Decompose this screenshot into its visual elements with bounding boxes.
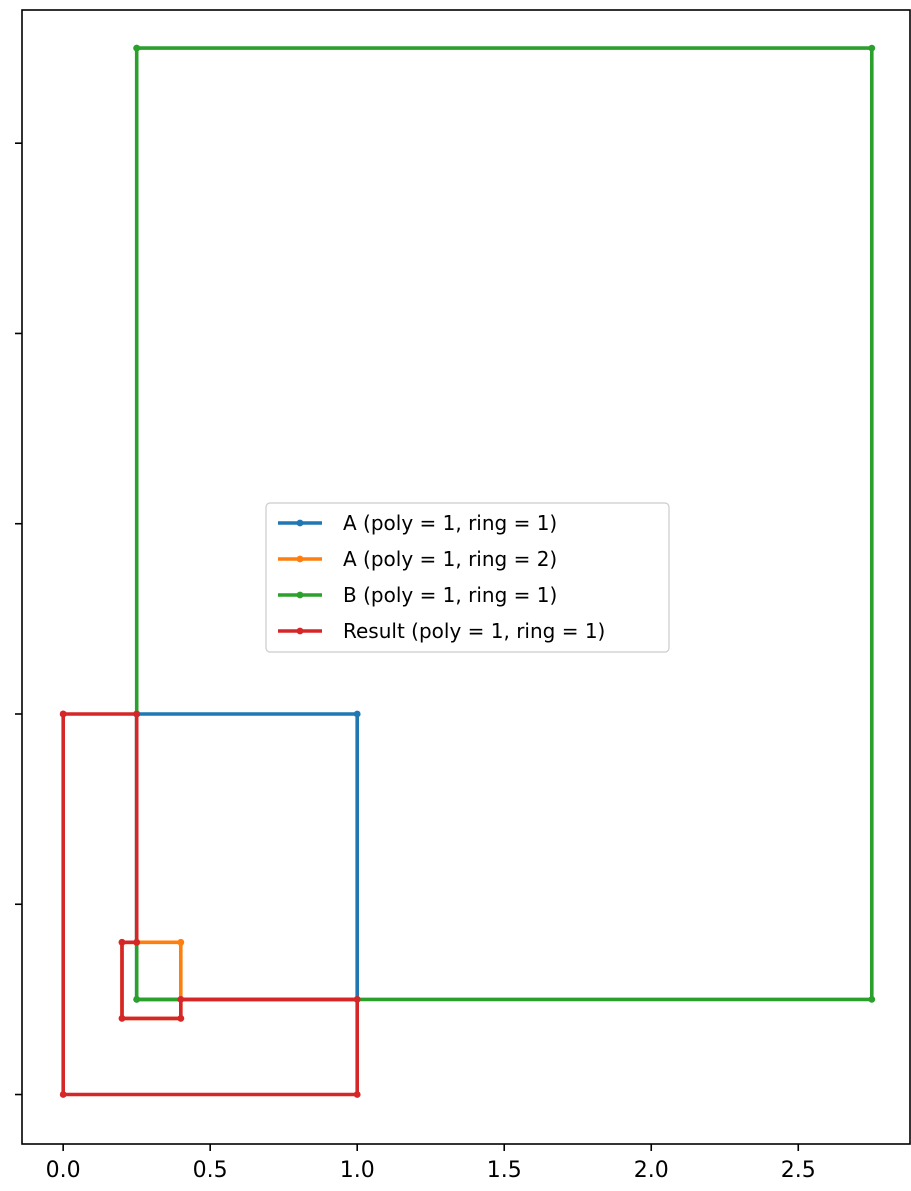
series-layer bbox=[59, 44, 876, 1098]
legend-label-4: Result (poly = 1, ring = 1) bbox=[343, 619, 605, 643]
series-4-point-7 bbox=[177, 996, 185, 1003]
legend: A (poly = 1, ring = 1) A (poly = 1, ring … bbox=[265, 502, 670, 653]
x-tick-label-4: 1.5 bbox=[487, 1158, 522, 1183]
x-tick-label-5: 2.0 bbox=[634, 1158, 669, 1183]
legend-marker-3 bbox=[296, 591, 304, 599]
x-tick-label-1: 0.0 bbox=[46, 1158, 81, 1183]
legend-label-1: A (poly = 1, ring = 1) bbox=[343, 511, 557, 535]
legend-box bbox=[265, 502, 670, 653]
series-4-point-2 bbox=[133, 710, 141, 718]
ticks-layer: 0.0 0.5 1.0 1.5 2.0 2.5 bbox=[15, 142, 816, 1183]
series-4-point-4 bbox=[118, 938, 126, 946]
series-4-point-11 bbox=[59, 710, 67, 718]
legend-entry-3: B (poly = 1, ring = 1) bbox=[278, 583, 557, 607]
series-4-point-9 bbox=[353, 1091, 361, 1098]
series-1-point-2 bbox=[353, 710, 361, 718]
series-3-point-3 bbox=[868, 996, 876, 1003]
legend-entry-2: A (poly = 1, ring = 2) bbox=[278, 547, 557, 571]
series-4-point-6 bbox=[177, 1015, 185, 1022]
series-3-point-5 bbox=[133, 44, 141, 52]
series-3-point-2 bbox=[868, 44, 876, 52]
series-4 bbox=[59, 710, 361, 1098]
series-2-point-2 bbox=[177, 938, 185, 946]
series-4-point-10 bbox=[59, 1091, 67, 1098]
x-tick-label-6: 2.5 bbox=[781, 1158, 816, 1183]
series-4-point-3 bbox=[133, 938, 141, 946]
series-3-point-4 bbox=[133, 996, 141, 1003]
series-3 bbox=[133, 44, 876, 1003]
series-4-point-8 bbox=[353, 996, 361, 1003]
legend-marker-1 bbox=[296, 519, 304, 527]
legend-label-3: B (poly = 1, ring = 1) bbox=[343, 583, 557, 607]
x-tick-label-3: 1.0 bbox=[340, 1158, 375, 1183]
plot-frame bbox=[21, 9, 911, 1145]
legend-label-2: A (poly = 1, ring = 2) bbox=[343, 547, 557, 571]
legend-marker-2 bbox=[296, 555, 304, 563]
legend-marker-4 bbox=[296, 627, 304, 635]
legend-entry-1: A (poly = 1, ring = 1) bbox=[278, 511, 557, 535]
x-tick-label-2: 0.5 bbox=[193, 1158, 228, 1183]
series-4-point-5 bbox=[118, 1015, 126, 1022]
legend-entry-4: Result (poly = 1, ring = 1) bbox=[278, 619, 605, 643]
